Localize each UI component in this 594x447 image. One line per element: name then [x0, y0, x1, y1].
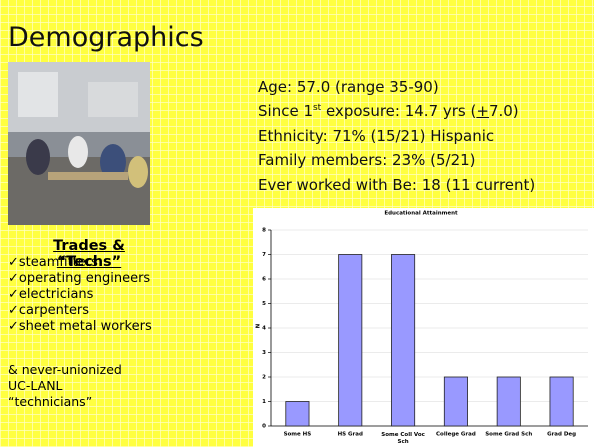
x-tick-label: HS Grad: [338, 432, 363, 438]
text: Since 1: [258, 102, 313, 120]
bar: [285, 401, 310, 427]
stat-line: Ever worked with Be: 18 (11 current): [258, 176, 536, 194]
y-tick-label: 6: [262, 277, 266, 283]
trade-item: ✓operating engineers: [8, 271, 151, 286]
stat-line: Family members: 23% (5/21): [258, 151, 476, 169]
x-tick-label: Grad Deg: [547, 432, 576, 438]
y-tick-label: 7: [262, 252, 266, 258]
y-tick-label: 5: [262, 301, 266, 307]
text: 7.0): [488, 102, 519, 120]
y-tick-label: 0: [262, 424, 266, 430]
bar: [549, 376, 574, 427]
stat-line: Since 1st exposure: 14.7 yrs (+7.0): [258, 102, 519, 120]
x-tick-label: Some HS: [284, 432, 312, 438]
stat-line: Age: 57.0 (range 35-90): [258, 78, 439, 96]
y-tick-label: 8: [262, 228, 266, 234]
note: & never-unionized UC-LANL “technicians”: [8, 362, 122, 409]
trade-item: ✓steamfitters: [8, 255, 98, 270]
bar: [338, 254, 363, 427]
y-tick-label: 3: [262, 350, 266, 356]
x-tick-label: Some Grad Sch: [485, 432, 532, 438]
y-tick-label: 4: [262, 326, 266, 332]
bar: [443, 376, 468, 427]
photo: [8, 62, 150, 225]
slide-title: Demographics: [8, 22, 204, 53]
bar: [496, 376, 521, 427]
y-tick-label: 2: [262, 375, 266, 381]
superscript: st: [312, 103, 322, 113]
trades-heading: Trades & “Techs”: [53, 238, 125, 270]
trade-item: ✓carpenters: [8, 303, 90, 318]
chart-title: Educational Attainment: [384, 211, 458, 217]
underlined: +: [476, 102, 489, 120]
y-tick-label: 1: [262, 399, 266, 405]
x-tick-label: Some Coll Voc Sch: [381, 432, 425, 445]
bar: [391, 254, 416, 427]
trade-item: ✓sheet metal workers: [8, 319, 152, 334]
x-tick-label: College Grad: [436, 432, 476, 438]
text: exposure: 14.7 yrs (: [321, 102, 477, 120]
stat-line: Ethnicity: 71% (15/21) Hispanic: [258, 127, 495, 145]
trade-item: ✓electricians: [8, 287, 94, 302]
chart: Educational Attainment N 0 1 2 3 4 5 6 7 8 Some H…: [253, 208, 594, 447]
y-axis-label: N: [256, 323, 262, 328]
